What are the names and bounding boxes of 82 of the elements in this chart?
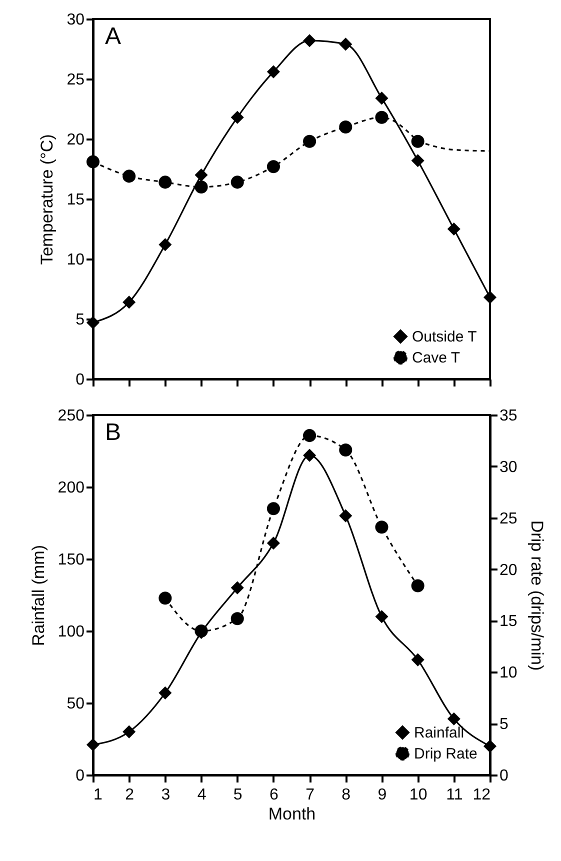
- y-tick-label: 20: [66, 132, 85, 148]
- legend-label: Outside T: [412, 328, 477, 346]
- y-axis-title: Rainfall (mm): [28, 544, 48, 646]
- x-tick-label: 3: [161, 786, 170, 804]
- y2-tick-label: 35: [500, 408, 518, 424]
- point: [266, 160, 280, 174]
- x-tick-label: 4: [197, 786, 206, 804]
- point: [230, 176, 244, 189]
- y-tick-label: 5: [76, 312, 85, 328]
- point: [266, 65, 280, 78]
- point: [194, 168, 208, 182]
- point: [266, 502, 280, 516]
- x-tick-label: 7: [306, 786, 315, 804]
- x-tick-label: 10: [409, 786, 428, 804]
- x-axis-title: Month: [268, 804, 316, 824]
- x-tick-label: 9: [378, 786, 387, 804]
- point: [158, 238, 172, 252]
- annotation: B: [105, 419, 122, 446]
- point: [194, 180, 208, 194]
- y-tick-label: 50: [66, 696, 85, 712]
- y-tick-label: 25: [66, 72, 85, 88]
- y-tick-label: 200: [58, 480, 85, 496]
- point: [303, 34, 316, 48]
- point: [447, 222, 460, 236]
- point: [303, 429, 316, 442]
- x-tick-label: 6: [270, 786, 278, 804]
- point: [339, 509, 352, 522]
- point: [411, 134, 424, 148]
- x-tick-label: 8: [342, 786, 351, 804]
- point: [122, 170, 136, 183]
- point: [303, 448, 316, 462]
- point: [266, 536, 280, 550]
- point: [122, 725, 136, 738]
- point: [339, 443, 352, 456]
- legend-label: Cave T: [412, 350, 460, 366]
- y2-tick-label: 30: [500, 458, 518, 476]
- point: [303, 134, 316, 148]
- legend-label: Rainfall: [414, 724, 464, 742]
- y-tick-label: 15: [66, 192, 85, 208]
- point: [375, 92, 388, 105]
- y2-axis-title: Drip rate (drips/min): [527, 520, 546, 671]
- x-tick-label: 1: [94, 786, 102, 804]
- point: [339, 120, 352, 134]
- y2-tick-label: 0: [500, 768, 508, 784]
- point: [447, 712, 460, 726]
- y2-tick-label: 25: [500, 510, 518, 528]
- y-tick-label: 0: [76, 372, 85, 388]
- point: [375, 610, 388, 624]
- y-tick-label: 10: [66, 252, 85, 268]
- x-tick-label: 5: [233, 786, 242, 804]
- point: [411, 653, 424, 666]
- point: [411, 154, 424, 168]
- annotation: A: [105, 23, 122, 50]
- point: [158, 176, 172, 189]
- point: [86, 155, 100, 168]
- point: [230, 581, 244, 594]
- point: [230, 612, 244, 626]
- y2-tick-label: 10: [500, 664, 518, 682]
- y-tick-label: 100: [58, 624, 85, 640]
- y2-tick-label: 20: [500, 562, 518, 579]
- y2-tick-label: 5: [500, 716, 508, 734]
- point: [230, 110, 244, 124]
- point: [411, 579, 424, 592]
- point: [158, 592, 172, 605]
- y-axis-title: Temperature (°C): [38, 134, 57, 265]
- x-tick-label: 12: [472, 786, 491, 804]
- point: [483, 740, 497, 753]
- point: [339, 38, 352, 51]
- y-tick-label: 0: [76, 768, 85, 784]
- x-tick-label: 2: [125, 786, 134, 804]
- x-tick-label: 11: [446, 786, 463, 804]
- y2-tick-label: 15: [500, 613, 518, 630]
- point: [375, 520, 388, 534]
- point: [375, 110, 388, 124]
- point: [122, 296, 136, 309]
- y-tick-label: 250: [58, 408, 85, 424]
- y-tick-label: 150: [58, 552, 85, 568]
- legend-label: Drip Rate: [414, 746, 478, 762]
- point: [86, 738, 100, 752]
- y-tick-label: 30: [66, 12, 85, 28]
- point: [158, 686, 172, 700]
- point: [483, 290, 497, 304]
